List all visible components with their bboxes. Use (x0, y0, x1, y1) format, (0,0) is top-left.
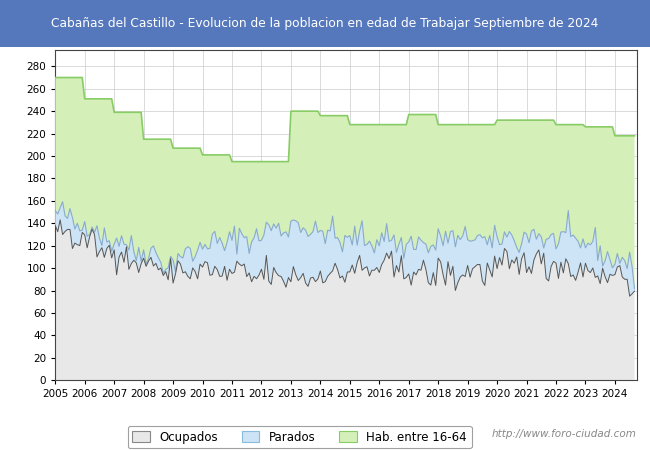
Text: Cabañas del Castillo - Evolucion de la poblacion en edad de Trabajar Septiembre : Cabañas del Castillo - Evolucion de la p… (51, 17, 599, 30)
Text: http://www.foro-ciudad.com: http://www.foro-ciudad.com (492, 429, 637, 439)
Legend: Ocupados, Parados, Hab. entre 16-64: Ocupados, Parados, Hab. entre 16-64 (127, 426, 472, 448)
